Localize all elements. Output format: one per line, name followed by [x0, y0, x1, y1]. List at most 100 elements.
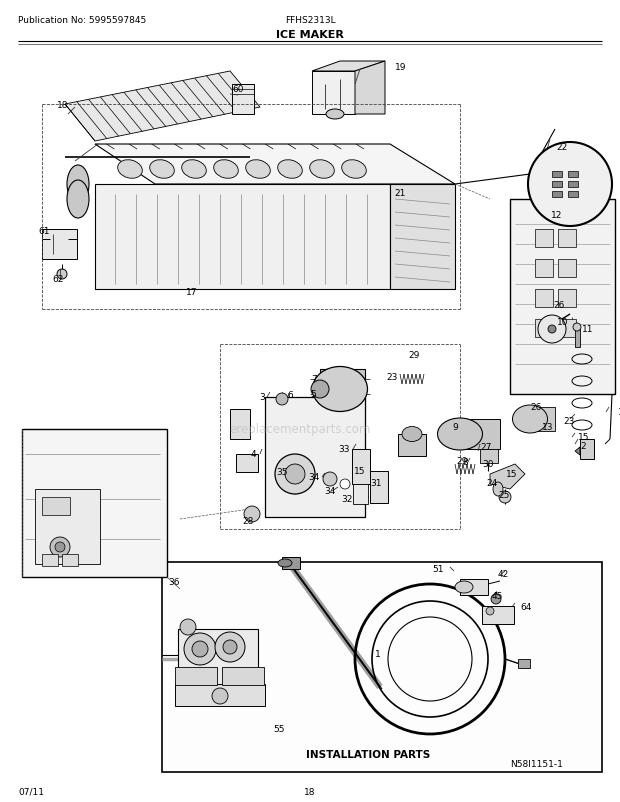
Text: ICE MAKER: ICE MAKER: [276, 30, 344, 40]
Circle shape: [538, 316, 566, 343]
Circle shape: [223, 640, 237, 654]
Text: 23: 23: [564, 417, 575, 426]
Bar: [265, 398, 365, 517]
Circle shape: [180, 619, 196, 635]
Bar: [232, 85, 254, 115]
Polygon shape: [490, 464, 525, 489]
Bar: [568, 172, 578, 178]
Ellipse shape: [455, 581, 473, 593]
Bar: [568, 192, 578, 198]
Text: 15: 15: [578, 433, 590, 442]
Bar: [558, 229, 576, 248]
Text: 25: 25: [498, 491, 510, 500]
Text: 07/11: 07/11: [18, 787, 44, 796]
Bar: [460, 419, 500, 449]
Bar: [535, 320, 553, 338]
Ellipse shape: [182, 160, 206, 179]
Ellipse shape: [278, 559, 292, 567]
Text: Publication No: 5995597845: Publication No: 5995597845: [18, 16, 146, 25]
Text: 27: 27: [480, 443, 492, 452]
Circle shape: [55, 542, 65, 553]
Circle shape: [486, 607, 494, 615]
Text: N58I1151-1: N58I1151-1: [510, 759, 563, 768]
Text: 42: 42: [498, 569, 509, 579]
Ellipse shape: [278, 160, 303, 179]
Bar: [175, 684, 265, 706]
Bar: [282, 557, 300, 569]
Circle shape: [57, 269, 67, 280]
Bar: [320, 370, 365, 410]
Polygon shape: [390, 184, 455, 290]
Bar: [518, 659, 530, 668]
Text: 29: 29: [456, 457, 467, 466]
Text: 18: 18: [56, 100, 68, 109]
Text: 61: 61: [38, 227, 50, 237]
Text: 32: 32: [342, 495, 353, 504]
Polygon shape: [575, 448, 580, 456]
Circle shape: [285, 464, 305, 484]
Text: 30: 30: [482, 460, 494, 469]
Bar: [35, 489, 100, 565]
Text: 18: 18: [304, 787, 316, 796]
Ellipse shape: [438, 419, 482, 451]
Bar: [42, 229, 77, 260]
Bar: [482, 606, 514, 624]
Polygon shape: [312, 72, 355, 115]
Text: 11: 11: [582, 325, 593, 334]
Text: 13: 13: [542, 423, 554, 432]
Text: 8: 8: [463, 458, 468, 467]
Bar: [580, 439, 594, 460]
Text: 22: 22: [556, 144, 567, 152]
Text: 15: 15: [353, 467, 365, 476]
Bar: [525, 407, 555, 431]
Bar: [568, 182, 578, 188]
Bar: [480, 449, 498, 464]
Circle shape: [499, 492, 511, 504]
Bar: [535, 290, 553, 308]
Text: 3: 3: [259, 393, 265, 402]
Bar: [460, 579, 488, 595]
Ellipse shape: [402, 427, 422, 442]
Bar: [552, 192, 562, 198]
Bar: [42, 554, 58, 566]
Bar: [535, 229, 553, 248]
Circle shape: [244, 506, 260, 522]
Circle shape: [323, 472, 337, 486]
Bar: [352, 449, 370, 484]
Text: 16: 16: [618, 408, 620, 417]
Bar: [175, 667, 217, 685]
Bar: [552, 182, 562, 188]
Bar: [510, 200, 615, 395]
Text: 23: 23: [387, 373, 398, 382]
Text: 4: 4: [250, 450, 256, 459]
Polygon shape: [95, 184, 390, 290]
Circle shape: [212, 688, 228, 704]
Ellipse shape: [246, 160, 270, 179]
Ellipse shape: [149, 160, 174, 179]
Text: 31: 31: [370, 479, 381, 488]
Circle shape: [50, 537, 70, 557]
Text: 35: 35: [277, 468, 288, 477]
Text: 12: 12: [551, 211, 563, 221]
Text: 33: 33: [339, 445, 350, 454]
Text: 26: 26: [554, 301, 565, 310]
Polygon shape: [65, 72, 260, 142]
Text: 1: 1: [375, 650, 381, 658]
Bar: [558, 290, 576, 308]
Ellipse shape: [67, 180, 89, 219]
Ellipse shape: [513, 406, 547, 433]
Bar: [558, 320, 576, 338]
Circle shape: [548, 326, 556, 334]
Circle shape: [340, 480, 350, 489]
Circle shape: [276, 394, 288, 406]
Bar: [353, 484, 368, 504]
Text: 2: 2: [580, 442, 586, 451]
Circle shape: [528, 143, 612, 227]
Ellipse shape: [67, 166, 89, 204]
Circle shape: [573, 323, 581, 331]
Polygon shape: [355, 62, 385, 115]
Bar: [398, 435, 426, 456]
Text: 24: 24: [487, 479, 498, 488]
Bar: [222, 667, 264, 685]
Text: 17: 17: [186, 288, 198, 297]
